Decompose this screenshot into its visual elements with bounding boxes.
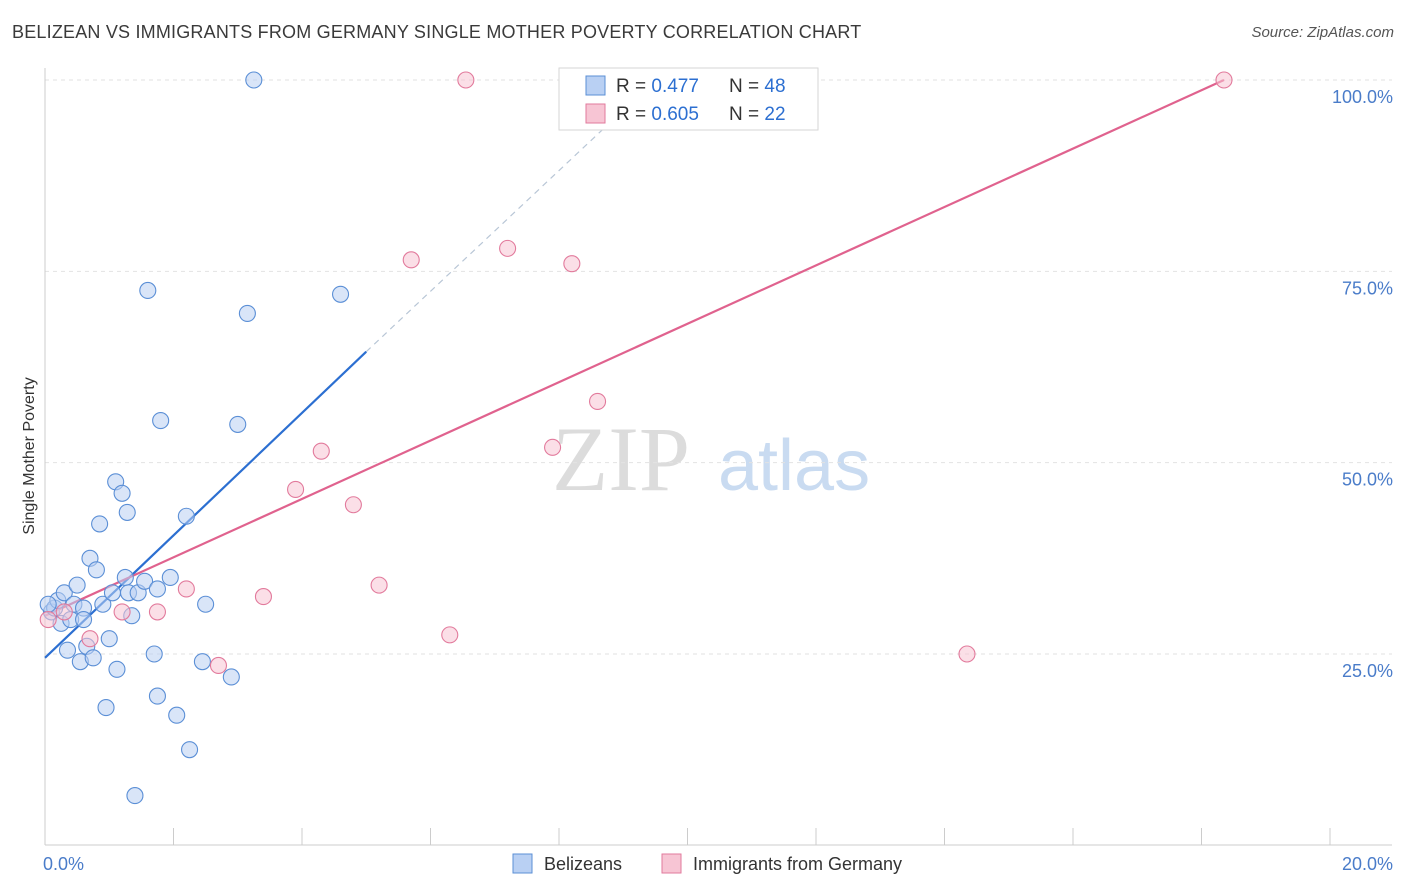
point-belizeans: [68, 576, 86, 594]
point-belizeans: [145, 645, 163, 663]
point-germany: [563, 255, 581, 273]
axes: [44, 68, 1392, 846]
point-belizeans: [148, 687, 166, 705]
point-belizeans: [161, 568, 179, 587]
point-belizeans: [84, 649, 102, 667]
trend-line-germany: [44, 78, 1225, 617]
series-legend: Belizeans Immigrants from Germany: [512, 853, 902, 874]
point-germany: [457, 71, 475, 89]
y-tick-label: 75.0%: [1342, 278, 1393, 298]
point-germany: [499, 239, 517, 257]
point-germany: [55, 603, 73, 621]
point-belizeans: [245, 71, 263, 89]
watermark-atlas: atlas: [718, 426, 870, 506]
point-belizeans: [152, 412, 170, 430]
y-tick-label: 50.0%: [1342, 470, 1393, 490]
point-germany: [402, 251, 420, 269]
point-belizeans: [229, 415, 247, 433]
watermark-zip: ZIP: [552, 408, 690, 510]
point-belizeans: [222, 668, 240, 686]
point-germany: [287, 480, 305, 499]
point-belizeans: [100, 630, 118, 648]
point-germany: [81, 630, 99, 648]
point-germany: [312, 442, 330, 460]
legend-pink-r-label: R =: [616, 104, 651, 125]
point-belizeans: [118, 503, 136, 521]
point-belizeans: [91, 515, 109, 533]
point-germany: [344, 496, 362, 514]
point-belizeans: [193, 653, 211, 671]
point-belizeans: [177, 507, 195, 525]
legend-blue-r-value: 0.477: [651, 76, 699, 97]
point-belizeans: [58, 641, 77, 659]
svg-text:R = 0.477: R = 0.477: [616, 76, 699, 97]
point-germany: [958, 645, 976, 663]
legend-pink-n-label: N =: [729, 104, 764, 125]
point-belizeans: [331, 285, 350, 303]
point-belizeans: [197, 595, 215, 613]
legend-blue-n-label: N =: [729, 76, 764, 97]
point-belizeans: [168, 706, 186, 724]
point-belizeans: [148, 580, 166, 598]
point-belizeans: [75, 611, 93, 629]
point-belizeans: [39, 595, 57, 613]
y-tick-label: 100.0%: [1332, 87, 1393, 107]
point-belizeans: [181, 741, 199, 759]
point-germany: [254, 588, 273, 606]
point-belizeans: [113, 484, 131, 502]
trend-lines: [44, 78, 1225, 659]
bottom-legend-swatch-blue: [512, 853, 533, 874]
point-germany: [544, 438, 562, 456]
point-germany: [39, 611, 57, 629]
legend-blue-r-label: R =: [616, 76, 651, 97]
bottom-legend-label-pink: Immigrants from Germany: [693, 854, 902, 874]
point-belizeans: [116, 568, 134, 587]
point-germany: [1215, 71, 1233, 89]
correlation-legend: R = 0.477 N = 48 R = 0.605 N = 22: [558, 67, 819, 131]
svg-text:R = 0.605: R = 0.605: [616, 104, 699, 125]
source-credit: Source: ZipAtlas.com: [1251, 24, 1394, 41]
bottom-legend-label-blue: Belizeans: [544, 854, 622, 874]
point-germany: [113, 603, 131, 621]
legend-swatch-pink: [585, 103, 606, 124]
tick-labels: 25.0% 50.0% 75.0% 100.0% 0.0% 20.0%: [43, 87, 1393, 874]
point-germany: [177, 580, 195, 598]
y-tick-label: 25.0%: [1342, 661, 1393, 681]
data-points: [39, 71, 1233, 805]
point-germany: [370, 576, 388, 594]
x-tick-label: 0.0%: [43, 854, 84, 874]
chart-title: BELIZEAN VS IMMIGRANTS FROM GERMANY SING…: [12, 22, 862, 42]
gridlines: [45, 79, 1392, 655]
point-germany: [588, 392, 607, 410]
point-belizeans: [103, 584, 122, 602]
point-germany: [209, 656, 228, 675]
point-belizeans: [94, 595, 112, 613]
y-axis-label: Single Mother Poverty: [21, 377, 38, 534]
legend-swatch-blue: [585, 75, 606, 96]
bottom-legend-swatch-pink: [661, 853, 682, 874]
point-belizeans: [126, 787, 144, 805]
point-belizeans: [136, 572, 154, 590]
point-germany: [148, 603, 166, 621]
point-belizeans: [108, 660, 126, 678]
svg-text:N = 48: N = 48: [729, 76, 786, 97]
point-belizeans: [87, 561, 105, 579]
point-belizeans: [97, 699, 115, 717]
x-tick-label: 20.0%: [1342, 854, 1393, 874]
point-germany: [441, 626, 459, 644]
point-belizeans: [55, 584, 73, 602]
point-belizeans: [139, 281, 157, 300]
legend-pink-r-value: 0.605: [651, 104, 699, 125]
legend-blue-n-value: 48: [764, 76, 785, 97]
legend-pink-n-value: 22: [764, 104, 785, 125]
point-belizeans: [238, 304, 256, 322]
svg-text:N = 22: N = 22: [729, 104, 786, 125]
